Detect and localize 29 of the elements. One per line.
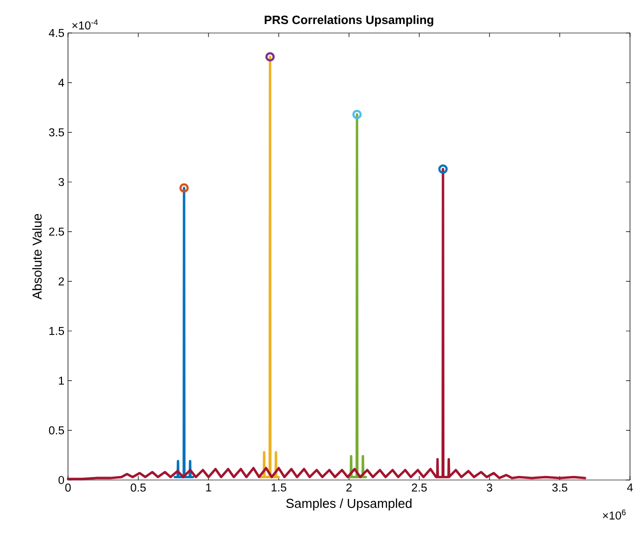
y-axis-title: Absolute Value <box>32 214 42 300</box>
y-tick-label: 4 <box>58 78 64 87</box>
chart-title: PRS Correlations Upsampling <box>264 15 434 26</box>
y-tick-label: 1 <box>58 376 64 385</box>
y-tick-label: 0.5 <box>49 426 64 434</box>
x-tick-label: 2.5 <box>412 484 427 492</box>
text: ×10$^{6}$ <box>602 510 626 520</box>
x-tick-label: 2 <box>346 484 352 492</box>
y-tick-label: 1.5 <box>49 327 64 335</box>
point <box>352 110 362 120</box>
x-tick-label: 0 <box>65 484 71 492</box>
x-tick-label: 3.5 <box>552 484 568 492</box>
x-tick-label: 0.5 <box>130 484 146 492</box>
y-tick-label: 2.5 <box>49 228 64 236</box>
y-tick-label: 3 <box>58 178 64 186</box>
y-tick-label: 4.5 <box>48 29 64 37</box>
x-tick-label: 4 <box>627 484 633 492</box>
point <box>438 164 448 174</box>
point <box>265 52 275 62</box>
x-tick-label: 1 <box>206 484 212 492</box>
text: ×10$^{-4}$ <box>72 20 98 30</box>
y-tick-label: 0 <box>58 476 64 484</box>
x-tick-label: 3 <box>486 484 492 492</box>
point <box>179 183 189 193</box>
y-tick-label: 2 <box>58 277 64 286</box>
line-series <box>66 168 586 480</box>
x-tick-label: 1.5 <box>272 484 286 492</box>
x-axis-title: Samples / Upsampled <box>286 498 412 511</box>
y-tick-label: 3.5 <box>48 128 64 136</box>
